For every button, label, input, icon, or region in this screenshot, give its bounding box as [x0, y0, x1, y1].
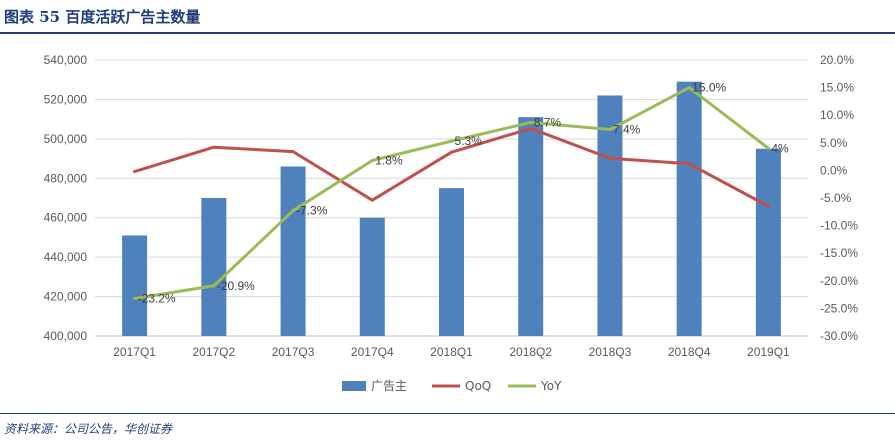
yoy-data-label: 8.7%	[534, 115, 562, 129]
x-axis-tick-label: 2018Q1	[430, 345, 473, 359]
footer-divider	[0, 413, 895, 414]
source-note: 资料来源：公司公告，华创证券	[4, 422, 173, 436]
qoq-series-point	[529, 126, 533, 130]
bar	[518, 117, 544, 337]
yoy-data-label: -7.3%	[296, 204, 328, 218]
bar	[359, 217, 385, 336]
yoy-series-point	[529, 120, 533, 124]
yoy-data-label: 15.0%	[692, 81, 726, 95]
yoy-series-point	[212, 284, 216, 288]
bar	[597, 95, 623, 336]
left-axis-tick-label: 500,000	[44, 132, 88, 146]
yoy-series-point	[133, 296, 137, 300]
x-axis-tick-label: 2018Q3	[589, 345, 632, 359]
right-axis-tick-label: 5.0%	[820, 136, 848, 150]
right-axis-tick-label: -5.0%	[820, 191, 852, 205]
qoq-series-point	[133, 170, 137, 174]
yoy-data-label: -20.9%	[217, 279, 255, 293]
yoy-series-point	[450, 139, 453, 143]
yoy-series-point	[291, 209, 295, 213]
x-axis-tick-label: 2017Q3	[272, 345, 315, 359]
yoy-data-label: -23.2%	[138, 291, 176, 305]
left-axis-tick-label: 520,000	[44, 92, 88, 106]
right-axis-tick-label: 15.0%	[820, 81, 854, 95]
chart-title: 图表 55 百度活跃广告主数量	[4, 8, 201, 26]
yoy-data-label: 5.3%	[455, 134, 483, 148]
yoy-data-label: 7.4%	[613, 123, 641, 137]
bar	[280, 166, 306, 336]
right-axis-tick-label: 20.0%	[820, 53, 854, 67]
right-axis-tick-label: -15.0%	[820, 246, 858, 260]
yoy-series-point	[766, 146, 770, 150]
qoq-series-point	[291, 150, 295, 154]
yoy-data-label: 4%	[771, 141, 789, 155]
yoy-series-point	[687, 86, 691, 90]
qoq-series-point	[766, 204, 770, 208]
qoq-series-point	[212, 145, 216, 149]
x-axis-tick-label: 2017Q2	[192, 345, 235, 359]
qoq-series-point	[370, 198, 374, 202]
x-axis-tick-label: 2019Q1	[747, 345, 790, 359]
left-axis-tick-label: 480,000	[44, 171, 88, 185]
bar	[755, 148, 781, 336]
yoy-series-point	[608, 128, 612, 132]
x-axis-tick-label: 2017Q4	[351, 345, 394, 359]
x-axis-tick-label: 2018Q4	[668, 345, 711, 359]
bar	[122, 235, 148, 336]
right-axis-tick-label: -10.0%	[820, 219, 858, 233]
title-divider	[0, 32, 895, 34]
qoq-series-point	[450, 150, 453, 154]
x-axis-tick-label: 2017Q1	[113, 345, 156, 359]
right-axis-tick-label: -30.0%	[820, 329, 858, 343]
yoy-series-point	[370, 158, 374, 162]
left-axis-tick-label: 420,000	[44, 290, 88, 304]
legend-label: 广告主	[371, 379, 407, 393]
left-axis-tick-label: 540,000	[44, 53, 88, 67]
bar	[201, 198, 227, 336]
bar	[439, 188, 464, 336]
right-axis-tick-label: -25.0%	[820, 301, 858, 315]
qoq-series-point	[608, 156, 612, 160]
yoy-data-label: 1.8%	[375, 153, 403, 167]
legend-swatch-bar	[342, 381, 366, 391]
right-axis-tick-label: -20.0%	[820, 274, 858, 288]
bar	[676, 81, 702, 336]
qoq-series-point	[687, 162, 691, 166]
left-axis-tick-label: 440,000	[44, 250, 88, 264]
legend-label: YoY	[540, 379, 562, 393]
left-axis-tick-label: 400,000	[44, 329, 88, 343]
x-axis-tick-label: 2018Q2	[509, 345, 552, 359]
right-axis-tick-label: 10.0%	[820, 108, 854, 122]
bar-line-chart: 400,000 420,000 440,000 460,000 480,000 500,0…	[44, 53, 859, 393]
legend-label: QoQ	[465, 379, 491, 393]
right-axis-tick-label: 0.0%	[820, 163, 848, 177]
left-axis-tick-label: 460,000	[44, 211, 88, 225]
